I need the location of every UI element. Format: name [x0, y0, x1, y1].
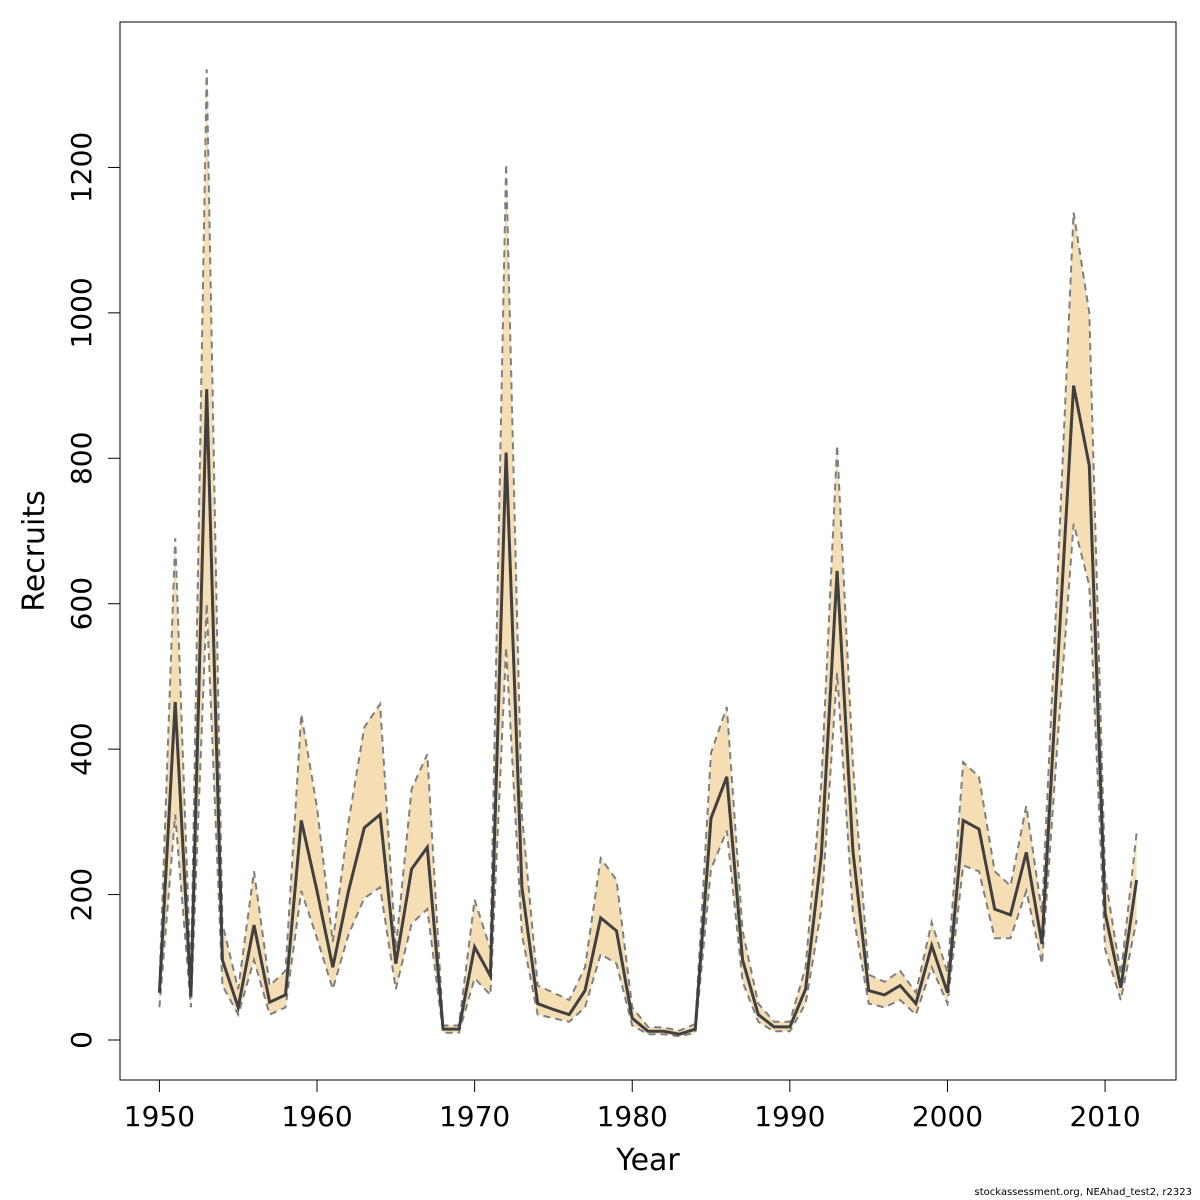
- y-tick-label: 400: [65, 722, 98, 775]
- x-tick-label: 1970: [439, 1100, 510, 1133]
- y-tick-label: 0: [65, 1031, 98, 1049]
- x-tick-label: 1980: [597, 1100, 668, 1133]
- y-tick-label: 600: [65, 577, 98, 630]
- x-tick-label: 1960: [281, 1100, 352, 1133]
- x-tick-label: 1950: [124, 1100, 195, 1133]
- footer-credit: stockassessment.org, NEAhad_test2, r2323: [974, 1187, 1192, 1198]
- y-axis-label: Recruits: [17, 490, 52, 612]
- y-axis: 0 200 400 600 800 1000 1200: [65, 132, 121, 1049]
- x-tick-label: 2000: [912, 1100, 983, 1133]
- x-tick-label: 1990: [754, 1100, 825, 1133]
- estimate-line: [157, 385, 1139, 1036]
- x-axis: 1950 1960 1970 1980 1990 2000 2010: [124, 1079, 1141, 1133]
- y-tick-label: 1200: [65, 132, 98, 203]
- y-tick-label: 200: [65, 868, 98, 921]
- x-axis-label: Year: [615, 1143, 680, 1178]
- y-tick-label: 1000: [65, 277, 98, 348]
- upper-bound-line: [158, 69, 1138, 1032]
- x-tick-label: 2010: [1069, 1100, 1140, 1133]
- y-tick-label: 800: [65, 432, 98, 485]
